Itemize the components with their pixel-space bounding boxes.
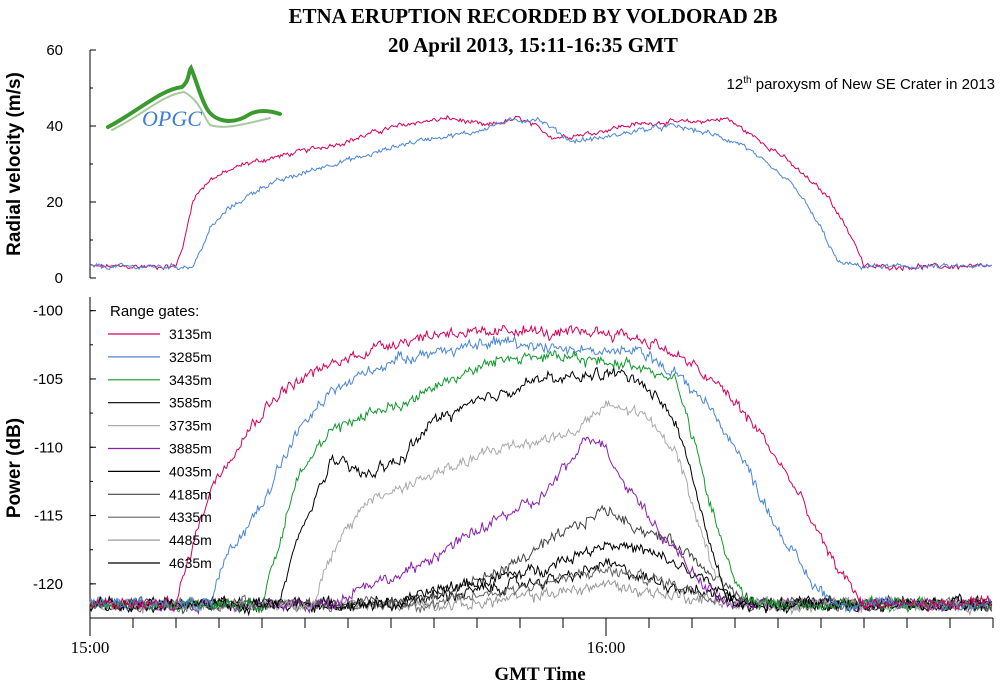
- legend-label-4485m: 4485m: [169, 532, 212, 548]
- opgc-logo-text: OPGC: [142, 106, 202, 131]
- legend-label-3135m: 3135m: [169, 326, 212, 342]
- bottom-y-tick-label: -120: [33, 576, 63, 593]
- bottom-y-tick-label: -115: [34, 508, 63, 525]
- legend-label-3585m: 3585m: [169, 395, 212, 411]
- top-y-axis-label: Radial velocity (m/s): [4, 72, 25, 256]
- bottom-y-tick-label: -100: [33, 303, 63, 320]
- legend-label-4035m: 4035m: [169, 463, 212, 479]
- power-series-line-3135m: [89, 324, 993, 613]
- power-series-line-3585m: [89, 366, 993, 615]
- opgc-logo-swoosh-shadow: [111, 90, 271, 131]
- opgc-logo-swoosh: [106, 63, 282, 129]
- legend-label-4335m: 4335m: [169, 509, 212, 525]
- legend: Range gates: 3135m 3285m 3435m 3585m 3735m 388…: [108, 303, 212, 571]
- top-y-tick-label: 60: [46, 42, 63, 59]
- opgc-logo: OPGC: [106, 63, 282, 131]
- bottom-y-tick-label: -105: [33, 371, 63, 388]
- legend-label-3285m: 3285m: [169, 349, 212, 365]
- velocity-series-line-2: [89, 116, 993, 271]
- legend-label-4185m: 4185m: [169, 486, 212, 502]
- legend-title: Range gates:: [110, 303, 199, 320]
- x-tick-label: 15:00: [71, 638, 110, 657]
- velocity-series-line-1: [89, 114, 992, 272]
- x-tick-label: 16:00: [587, 638, 626, 657]
- top-y-tick-label: 40: [46, 118, 63, 135]
- x-axis-label: GMT Time: [494, 664, 585, 685]
- x-axis: 15:00 16:00: [71, 617, 994, 657]
- legend-label-4635m: 4635m: [169, 555, 212, 571]
- bottom-y-axis-label: Power (dB): [4, 418, 25, 518]
- top-y-tick-label: 20: [46, 194, 63, 211]
- annotation-base: 12: [727, 76, 744, 93]
- power-series-line-3285m: [89, 335, 993, 613]
- power-panel: -120 -115 -110 -105 -100: [33, 297, 993, 619]
- legend-label-3435m: 3435m: [169, 372, 212, 388]
- chart-title-line2: 20 April 2013, 15:11-16:35 GMT: [388, 33, 678, 57]
- bottom-y-tick-label: -110: [34, 439, 63, 456]
- annotation: 12th paroxysm of New SE Crater in 2013: [727, 75, 995, 93]
- annotation-rest: paroxysm of New SE Crater in 2013: [752, 76, 995, 93]
- annotation-sup: th: [743, 75, 751, 86]
- chart-title-line1: ETNA ERUPTION RECORDED BY VOLDORAD 2B: [288, 4, 777, 28]
- velocity-panel: 0 20 40 60: [46, 42, 993, 287]
- legend-label-3735m: 3735m: [169, 418, 212, 434]
- legend-label-3885m: 3885m: [169, 441, 212, 457]
- power-series-line-3735m: [89, 399, 992, 614]
- top-y-tick-label: 0: [55, 270, 63, 287]
